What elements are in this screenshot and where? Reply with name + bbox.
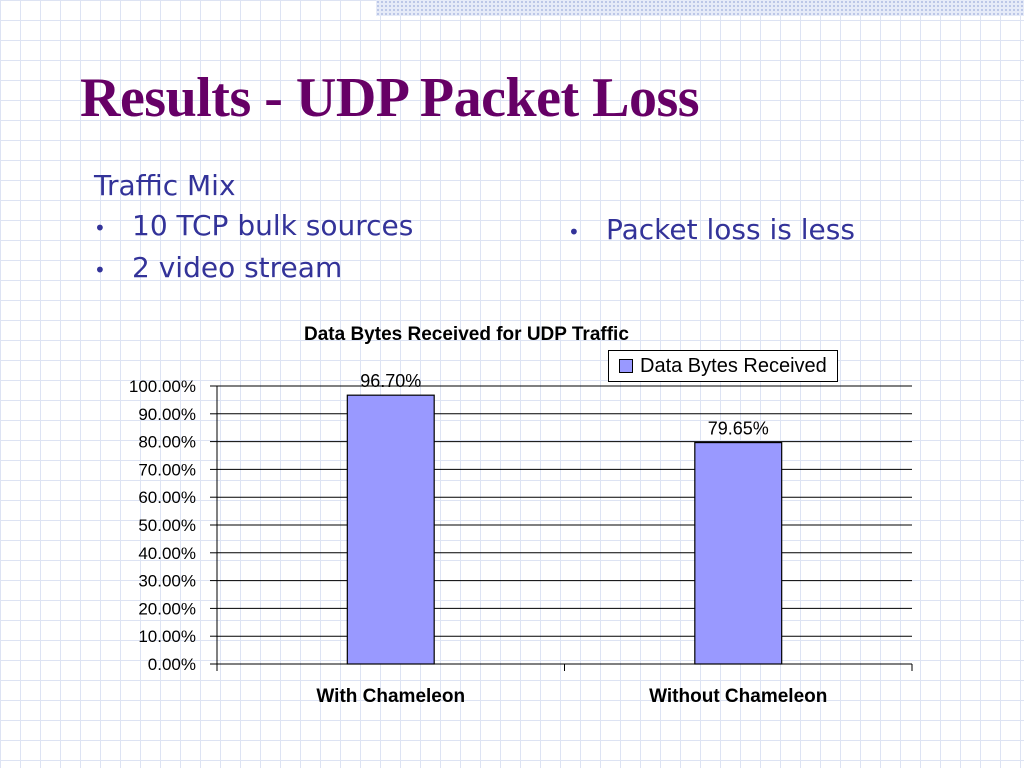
y-tick-label: 40.00% xyxy=(138,544,196,563)
traffic-item-label: 10 TCP bulk sources xyxy=(132,209,414,242)
y-tick-label: 0.00% xyxy=(148,655,196,674)
legend-label: Data Bytes Received xyxy=(640,354,827,377)
y-tick-label: 70.00% xyxy=(138,460,196,479)
traffic-mix-block: Traffic Mix • 10 TCP bulk sources • 2 vi… xyxy=(94,166,413,290)
y-tick-label: 100.00% xyxy=(129,377,196,396)
traffic-item-label: 2 video stream xyxy=(132,251,343,284)
x-category-label: Without Chameleon xyxy=(649,686,827,707)
y-tick-label: 10.00% xyxy=(138,627,196,646)
bar xyxy=(346,394,435,665)
bar-data-label: 79.65% xyxy=(708,419,769,439)
list-item: • 2 video stream xyxy=(94,248,413,290)
bar xyxy=(694,441,783,665)
list-item: • Packet loss is less xyxy=(568,210,855,252)
legend-swatch-icon xyxy=(619,359,633,373)
x-category-label: With Chameleon xyxy=(316,686,465,707)
y-tick-label: 20.00% xyxy=(138,599,196,618)
observation-block: • Packet loss is less xyxy=(568,210,855,252)
y-tick-label: 80.00% xyxy=(138,433,196,452)
traffic-mix-heading: Traffic Mix xyxy=(94,169,236,202)
chart-legend: Data Bytes Received xyxy=(608,350,838,382)
list-item: • 10 TCP bulk sources xyxy=(94,206,413,248)
bullet-icon: • xyxy=(568,220,580,244)
y-tick-label: 30.00% xyxy=(138,572,196,591)
traffic-mix-list: • 10 TCP bulk sources • 2 video stream xyxy=(94,206,413,290)
observation-list: • Packet loss is less xyxy=(568,210,855,252)
decorative-header-band xyxy=(376,0,1024,16)
y-tick-label: 50.00% xyxy=(138,516,196,535)
y-tick-label: 60.00% xyxy=(138,488,196,507)
slide-title: Results - UDP Packet Loss xyxy=(80,67,700,129)
chart-title: Data Bytes Received for UDP Traffic xyxy=(304,324,629,345)
bullet-icon: • xyxy=(94,258,106,282)
observation-label: Packet loss is less xyxy=(606,213,855,246)
bar-data-label: 96.70% xyxy=(360,371,421,391)
y-tick-label: 90.00% xyxy=(138,405,196,424)
bullet-icon: • xyxy=(94,216,106,240)
